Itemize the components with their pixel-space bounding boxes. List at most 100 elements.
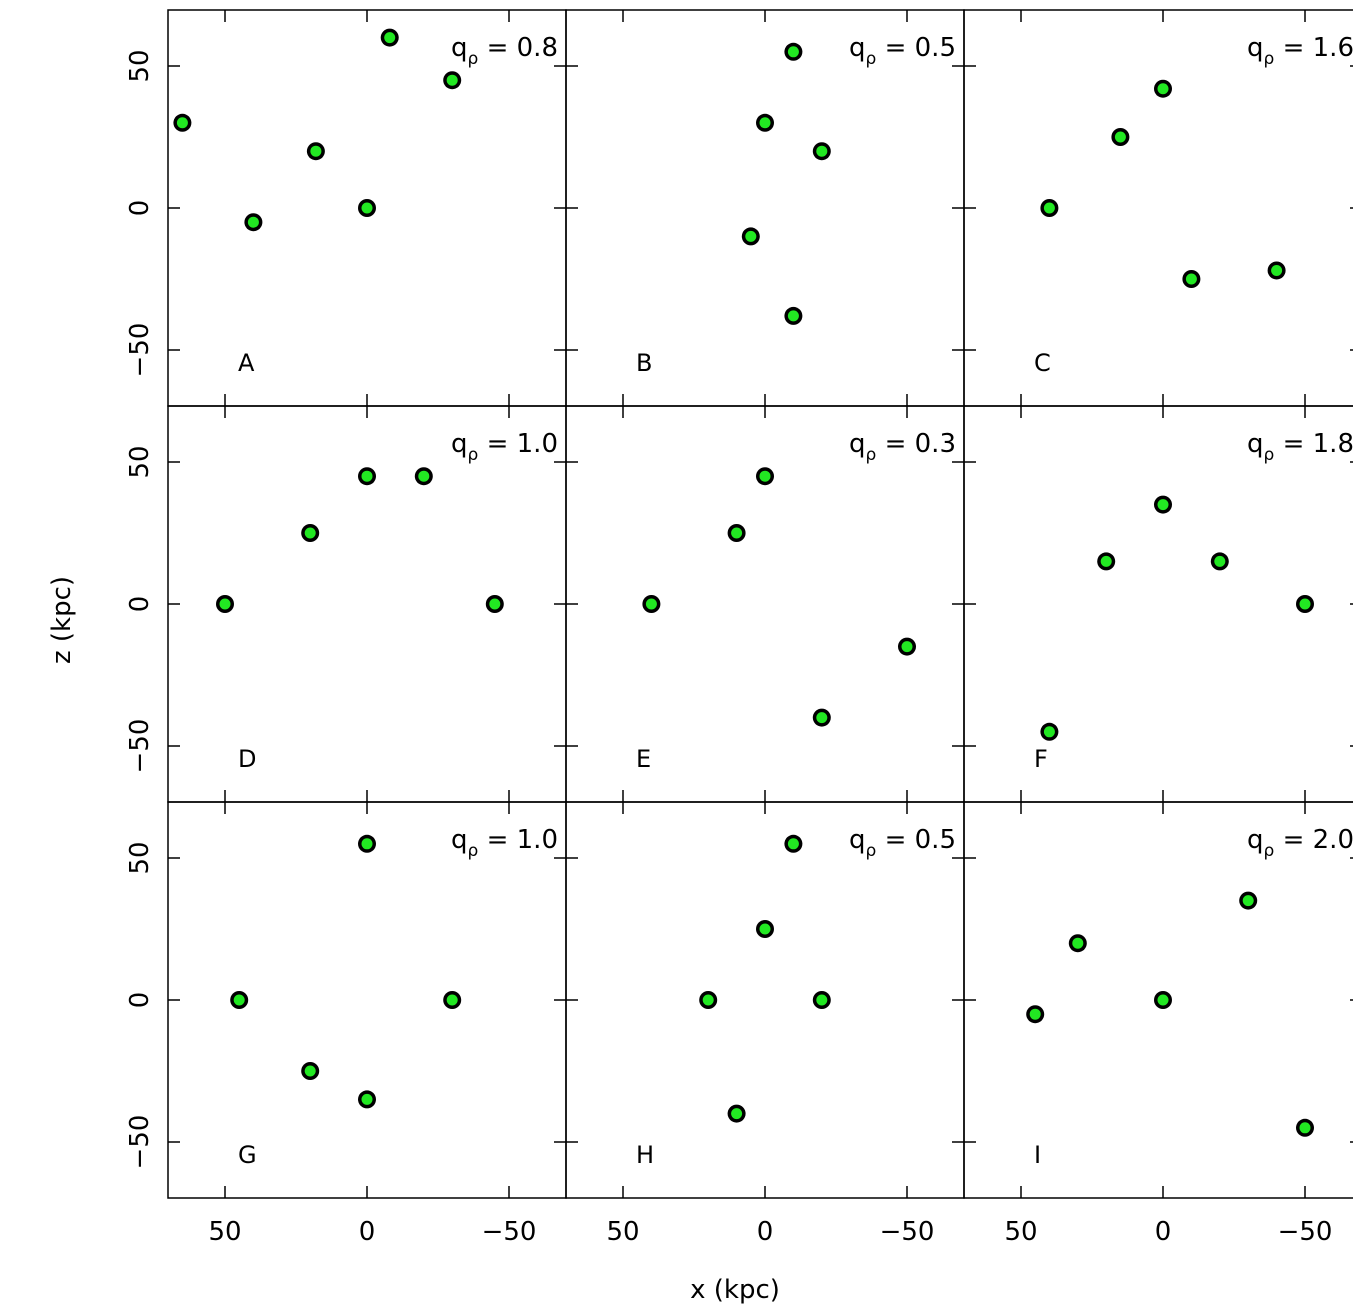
q-label: qρ = 1.0 [451,429,558,465]
orbit-point [1299,1122,1311,1134]
x-tick-label: −50 [482,1217,537,1247]
orbit-points [699,834,831,1123]
panel-letter: I [1034,1141,1041,1169]
orbit-point [702,994,714,1006]
orbit-point [1157,499,1169,511]
orbit-point [233,994,245,1006]
q-label: qρ = 1.0 [451,825,558,861]
orbit-points [1040,495,1314,741]
q-subscript: ρ [1264,445,1275,465]
orbit-point [1029,1008,1041,1020]
orbit-points [741,42,831,325]
q-value: = 0.5 [876,825,956,855]
q-label: qρ = 0.8 [451,33,558,69]
orbit-point [759,117,771,129]
orbit-point [489,598,501,610]
orbit-point [361,202,373,214]
orbit-point [1157,994,1169,1006]
x-tick-label: 50 [606,1217,639,1247]
orbit-point [1299,598,1311,610]
orbit-point [787,838,799,850]
q-subscript: ρ [1264,49,1275,69]
q-value: = 1.6 [1274,33,1353,63]
orbit-point [304,527,316,539]
orbit-point [731,527,743,539]
orbit-point [176,117,188,129]
x-tick-label: 50 [1004,1217,1037,1247]
y-tick-label: 0 [125,200,155,217]
q-subscript: ρ [866,445,877,465]
panel-letter: G [238,1141,257,1169]
orbit-points [216,467,504,613]
orbit-point [901,641,913,653]
q-symbol: q [451,825,468,855]
orbit-point [816,145,828,157]
orbit-point [816,712,828,724]
y-tick-label: −50 [125,323,155,378]
orbit-points [1026,891,1314,1137]
q-label: qρ = 0.5 [849,825,956,861]
orbit-point [1242,895,1254,907]
panel-e: Eqρ = 0.3 [565,405,965,803]
y-tick-label: −50 [125,1115,155,1170]
orbit-point [1157,83,1169,95]
orbit-point [1185,273,1197,285]
panel-h: Hqρ = 0.5 50 0 −50 [565,801,965,1247]
x-axis-label: x (kpc) [690,1275,780,1305]
q-value: = 1.0 [478,825,558,855]
orbit-point [304,1065,316,1077]
q-symbol: q [1247,429,1264,459]
q-value: = 1.8 [1274,429,1353,459]
x-tick-label: 0 [359,1217,376,1247]
q-symbol: q [849,825,866,855]
orbit-point [787,46,799,58]
orbit-point [1072,937,1084,949]
panel-frame [565,9,965,407]
panel-g: Gqρ = 1.0 50 0 −50 −50 0 50 [125,801,567,1247]
orbit-points [173,28,462,232]
orbit-point [1043,726,1055,738]
orbit-point [645,598,657,610]
x-tick-label: 0 [757,1217,774,1247]
panel-letter: A [238,349,255,377]
y-tick-label: 50 [125,445,155,478]
panel-f: Fqρ = 1.8 [963,405,1353,803]
q-symbol: q [451,429,468,459]
orbit-point [418,470,430,482]
panel-frame [963,405,1353,803]
panel-frame [565,405,965,803]
panel-letter: H [636,1141,654,1169]
q-value: = 1.0 [478,429,558,459]
x-tick-label: −50 [880,1217,935,1247]
orbit-point [1043,202,1055,214]
orbit-point [446,994,458,1006]
q-value: = 2.0 [1274,825,1353,855]
y-tick-label: 50 [125,49,155,82]
q-label: qρ = 1.6 [1247,33,1353,69]
q-symbol: q [849,33,866,63]
y-tick-label: 0 [125,596,155,613]
orbit-point [361,1093,373,1105]
y-axis-label: z (kpc) [47,576,77,664]
orbit-point [1114,131,1126,143]
orbit-point [816,994,828,1006]
q-subscript: ρ [866,49,877,69]
q-label: qρ = 0.5 [849,33,956,69]
panel-letter: E [636,745,651,773]
q-subscript: ρ [468,841,479,861]
y-tick-label: 0 [125,992,155,1009]
orbit-point [745,230,757,242]
panel-frame [565,801,965,1199]
panel-c: Cqρ = 1.6 [963,9,1353,407]
q-subscript: ρ [866,841,877,861]
q-subscript: ρ [468,445,479,465]
orbit-point [219,598,231,610]
y-tick-label: 50 [125,841,155,874]
panel-d: Dqρ = 1.0 −50 0 50 [125,405,567,803]
orbit-points [642,467,916,727]
x-tick-label: −50 [1278,1217,1333,1247]
q-label: qρ = 0.3 [849,429,956,465]
panel-frame [963,9,1353,407]
